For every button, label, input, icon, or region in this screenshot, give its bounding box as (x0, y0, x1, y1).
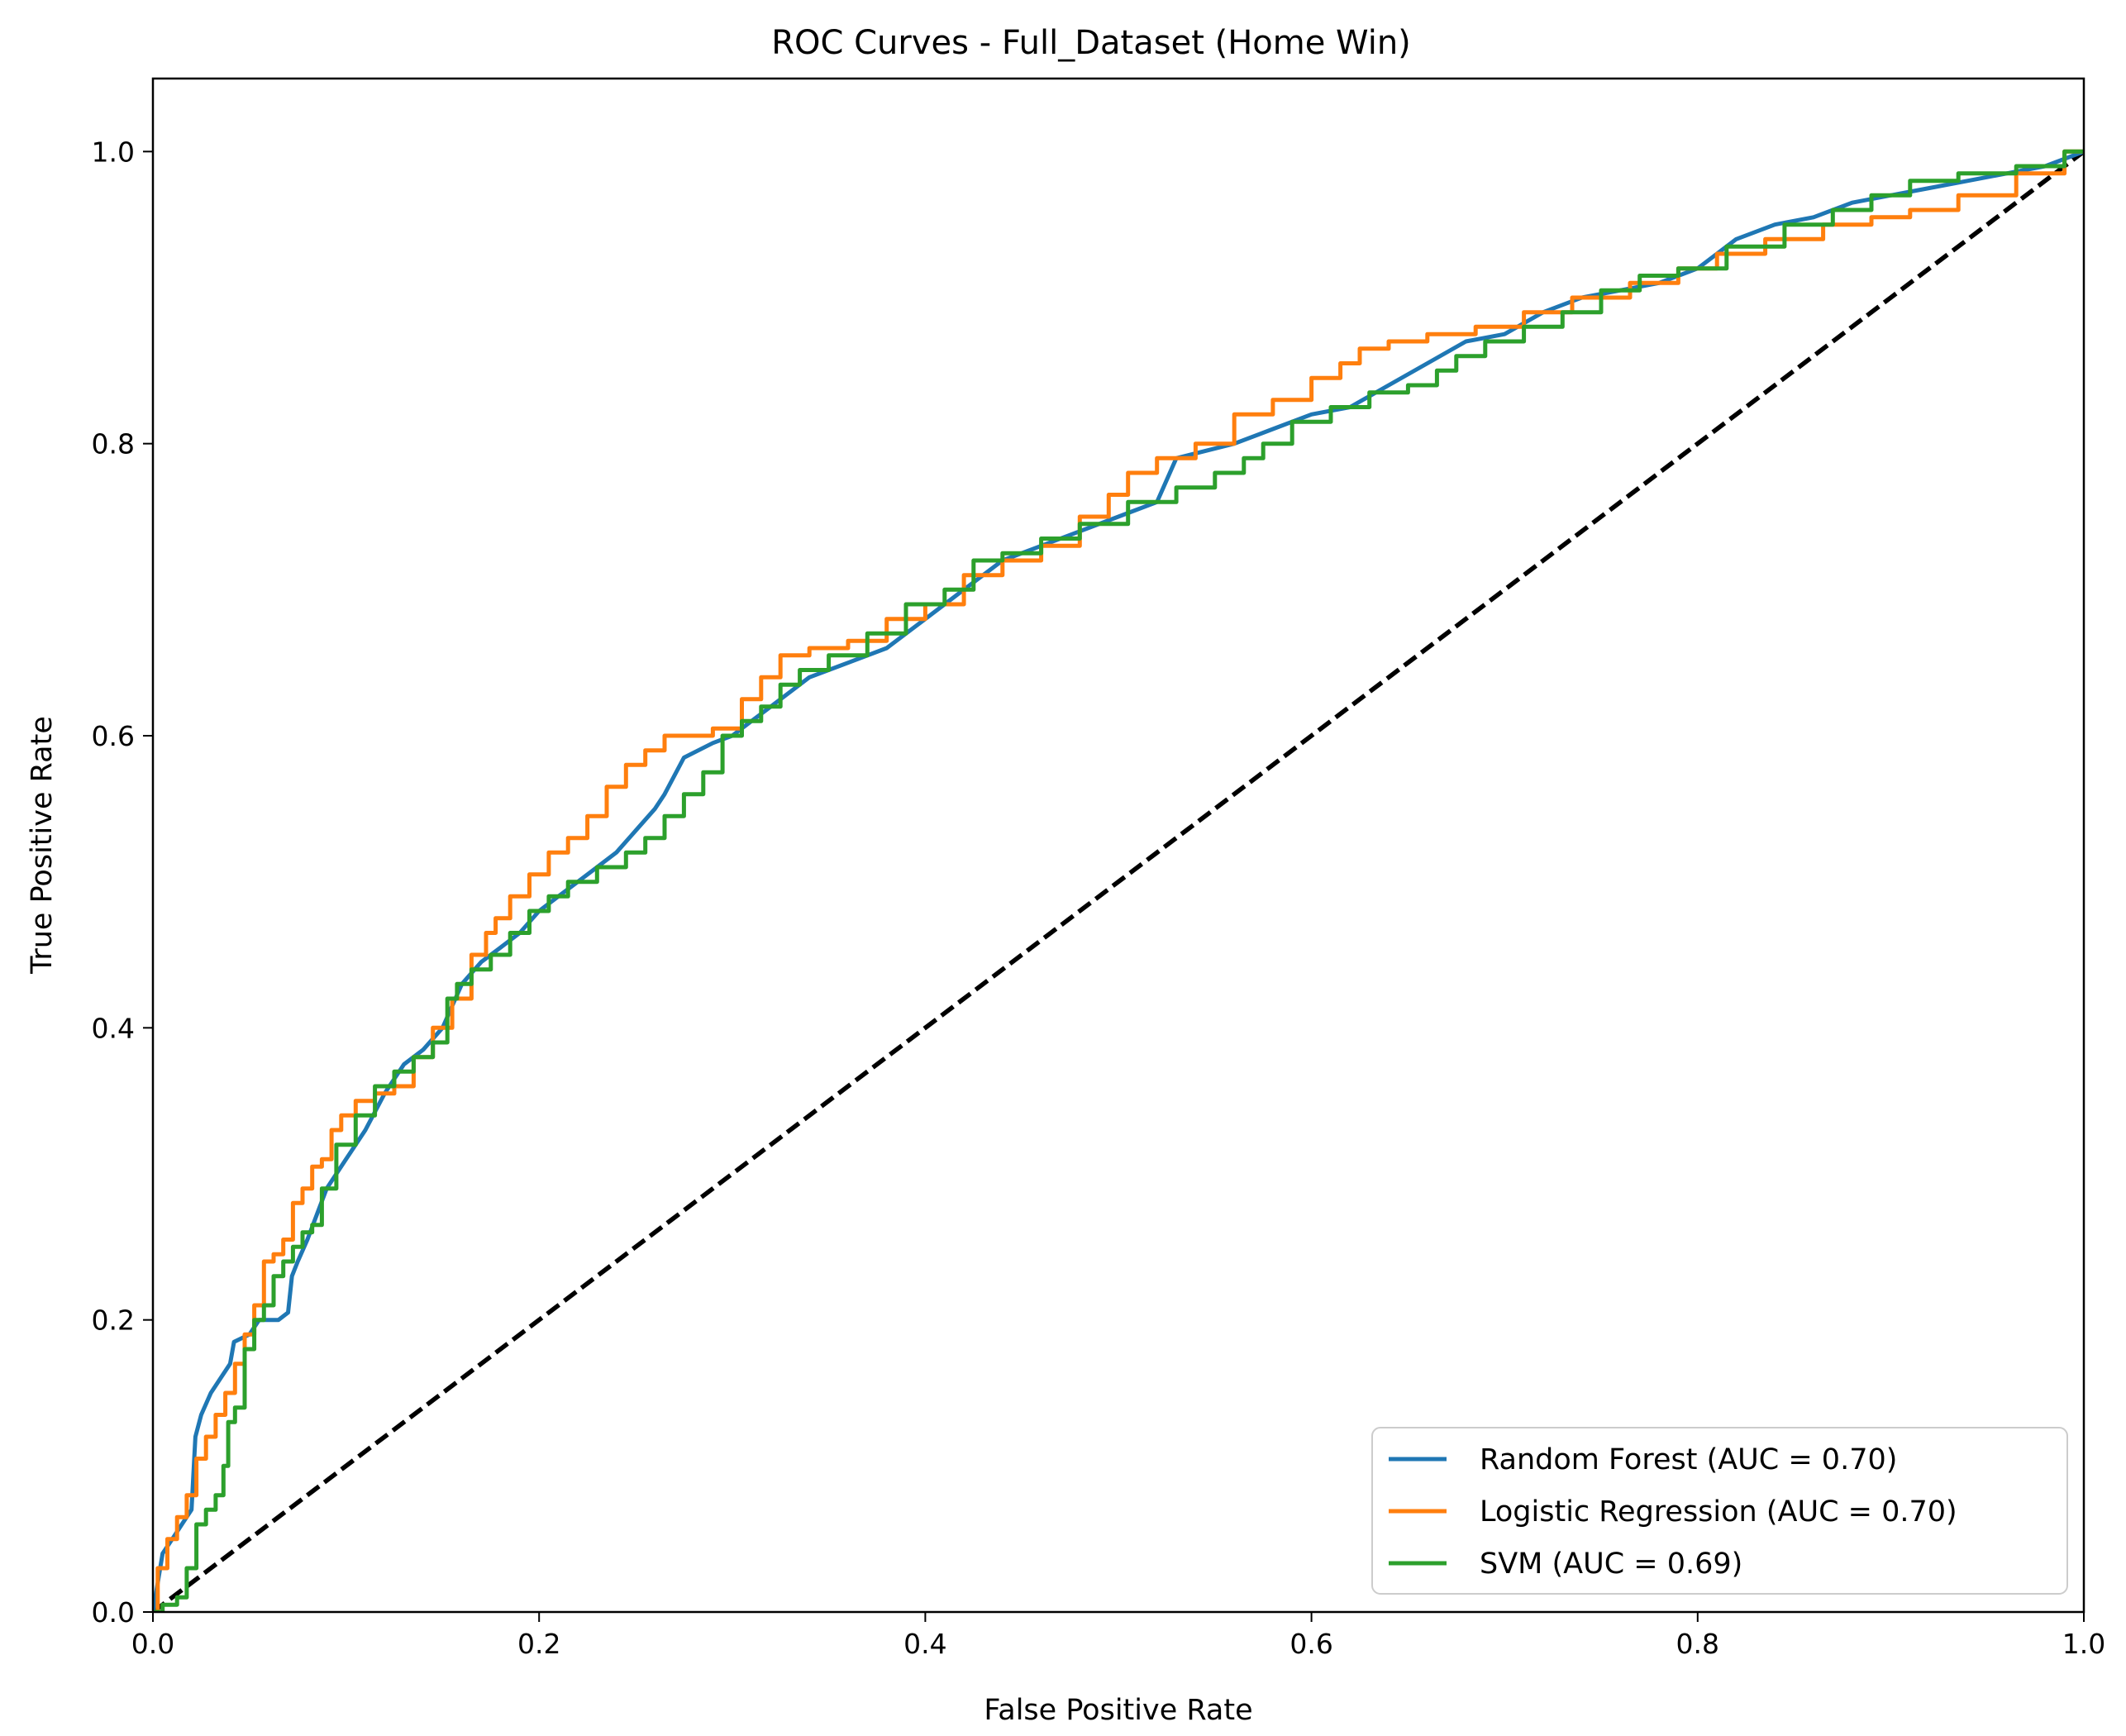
x-tick-label: 0.2 (517, 1628, 560, 1660)
chart-title: ROC Curves - Full_Dataset (Home Win) (771, 24, 1411, 62)
y-tick-label: 0.6 (92, 720, 135, 752)
legend-label: Random Forest (AUC = 0.70) (1480, 1443, 1897, 1476)
y-tick-label: 0.0 (92, 1596, 135, 1629)
y-tick-label: 0.2 (92, 1304, 135, 1337)
x-axis-ticks: 0.0 0.2 0.4 0.6 0.8 1.0 (131, 1612, 2105, 1660)
y-axis-label: True Positive Rate (26, 716, 59, 975)
y-tick-label: 0.8 (92, 428, 135, 460)
roc-curve-1 (153, 149, 2084, 1612)
y-axis-ticks: 0.0 0.2 0.4 0.6 0.8 1.0 (92, 136, 153, 1629)
y-tick-label: 0.4 (92, 1012, 135, 1044)
x-tick-label: 0.4 (903, 1628, 946, 1660)
x-axis-label: False Positive Rate (984, 1694, 1252, 1727)
x-tick-label: 0.6 (1289, 1628, 1332, 1660)
legend-box (1371, 1427, 2068, 1595)
chance-diagonal-line (153, 150, 2084, 1612)
x-tick-label: 0.0 (131, 1628, 174, 1660)
x-tick-label: 0.8 (1676, 1628, 1719, 1660)
legend-label: SVM (AUC = 0.69) (1480, 1548, 1742, 1581)
legend: Random Forest (AUC = 0.70) Logistic Regre… (1371, 1427, 2068, 1595)
curve-layer (153, 149, 2084, 1612)
plot-area (151, 77, 2085, 1614)
legend-label: Logistic Regression (AUC = 0.70) (1480, 1495, 1957, 1529)
x-tick-label: 1.0 (2062, 1628, 2105, 1660)
y-tick-label: 1.0 (92, 136, 135, 168)
roc-curve-2 (153, 149, 2084, 1612)
axes-frame (151, 77, 2085, 1614)
